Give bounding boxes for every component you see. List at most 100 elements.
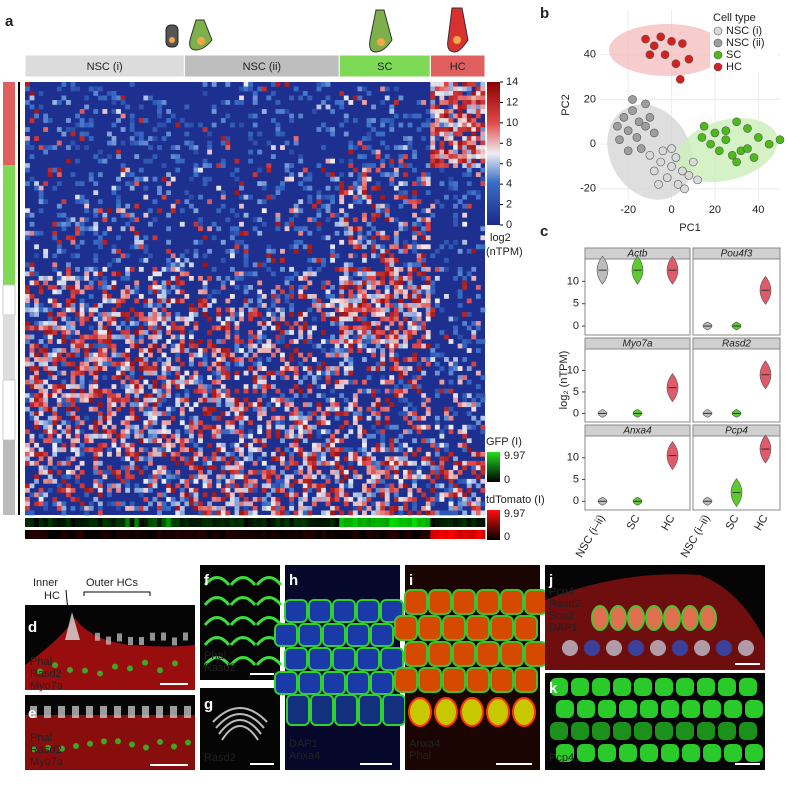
heatmap-cell bbox=[257, 411, 263, 417]
heatmap-cell bbox=[334, 451, 340, 457]
heatmap-cell bbox=[120, 140, 126, 146]
heatmap-cell bbox=[289, 487, 295, 493]
cell bbox=[591, 605, 609, 631]
gfp-track bbox=[348, 518, 354, 527]
heatmap-cell bbox=[220, 140, 226, 146]
heatmap-cell bbox=[448, 501, 454, 507]
heatmap-cell bbox=[330, 451, 336, 457]
heatmap-cell bbox=[93, 208, 99, 214]
heatmap-cell bbox=[252, 388, 258, 394]
cell bbox=[571, 722, 589, 740]
heatmap-cell bbox=[188, 334, 194, 340]
heatmap-cell bbox=[284, 447, 290, 453]
heatmap-cell bbox=[211, 325, 217, 331]
heatmap-cell bbox=[25, 460, 30, 466]
cell bbox=[346, 671, 370, 695]
heatmap-cell bbox=[75, 289, 80, 295]
heatmap-cell bbox=[289, 149, 295, 155]
point bbox=[693, 175, 702, 185]
cell bbox=[322, 623, 346, 647]
heatmap-cell bbox=[448, 158, 454, 164]
tdtomato-track bbox=[430, 530, 436, 539]
heatmap-cell bbox=[366, 465, 372, 471]
heatmap-cell bbox=[434, 474, 440, 480]
heatmap-cell bbox=[380, 131, 386, 137]
heatmap-cell bbox=[179, 478, 185, 484]
heatmap-cell bbox=[293, 348, 299, 353]
heatmap-cell bbox=[38, 433, 44, 439]
heatmap-cell bbox=[380, 172, 386, 178]
heatmap-cell bbox=[375, 469, 381, 475]
heatmap-cell bbox=[457, 158, 463, 164]
heatmap-cell bbox=[25, 361, 30, 367]
heatmap-cell bbox=[375, 420, 381, 426]
heatmap-cell bbox=[475, 460, 481, 466]
heatmap-cell bbox=[157, 316, 162, 322]
heatmap-cell bbox=[334, 316, 340, 322]
heatmap-cell bbox=[371, 284, 376, 290]
heatmap-cell bbox=[453, 104, 458, 110]
heatmap-cell bbox=[316, 393, 322, 399]
heatmap-cell bbox=[88, 388, 94, 394]
heatmap-cell bbox=[75, 420, 80, 426]
heatmap-cell bbox=[102, 415, 108, 421]
tdtomato-track bbox=[207, 530, 213, 539]
heatmap-cell bbox=[430, 280, 436, 286]
heatmap-cell bbox=[38, 451, 44, 457]
heatmap-cell bbox=[330, 321, 336, 326]
heatmap-cell bbox=[52, 303, 58, 308]
heatmap-cell bbox=[307, 465, 313, 471]
stain-label: Myo7a bbox=[30, 756, 64, 768]
heatmap-cell bbox=[47, 460, 53, 466]
cell bbox=[745, 744, 763, 762]
heatmap-cell bbox=[157, 411, 162, 417]
heatmap-cell bbox=[157, 402, 162, 408]
heatmap-cell bbox=[453, 127, 458, 132]
heatmap-cell bbox=[348, 370, 354, 376]
heatmap-cell bbox=[293, 406, 299, 412]
heatmap-cell bbox=[380, 447, 386, 453]
heatmap-cell bbox=[371, 185, 376, 191]
heatmap-cell bbox=[430, 109, 436, 114]
heatmap-cell bbox=[398, 280, 404, 286]
heatmap-cell bbox=[248, 402, 254, 408]
heatmap-cell bbox=[403, 456, 408, 462]
heatmap-cell bbox=[170, 442, 176, 448]
heatmap-cell bbox=[211, 424, 217, 430]
heatmap-cell bbox=[453, 397, 458, 403]
heatmap-cell bbox=[280, 420, 285, 426]
heatmap-cell bbox=[143, 379, 149, 385]
heatmap-cell bbox=[298, 451, 304, 457]
heatmap-cell bbox=[220, 158, 226, 164]
heatmap-cell bbox=[444, 487, 449, 493]
heatmap-cell bbox=[193, 221, 199, 227]
heatmap-cell bbox=[248, 330, 254, 335]
heatmap-cell bbox=[193, 321, 199, 326]
heatmap-cell bbox=[147, 487, 153, 493]
heatmap-cell bbox=[412, 149, 417, 155]
heatmap-cell bbox=[384, 86, 390, 92]
heatmap-cell bbox=[434, 131, 440, 137]
heatmap-cell bbox=[380, 501, 386, 507]
heatmap-cell bbox=[434, 442, 440, 448]
heatmap-cell bbox=[47, 167, 53, 173]
gfp-track bbox=[234, 518, 240, 527]
heatmap-cell bbox=[316, 361, 322, 367]
cell bbox=[308, 647, 332, 671]
heatmap-cell bbox=[79, 181, 85, 187]
heatmap-cell bbox=[289, 266, 295, 272]
heatmap-cell bbox=[134, 433, 140, 439]
heatmap-cell bbox=[403, 501, 408, 507]
tdtomato-track bbox=[403, 530, 408, 539]
heatmap-cell bbox=[29, 325, 35, 331]
heatmap-cell bbox=[157, 375, 162, 380]
heatmap-cell bbox=[462, 113, 468, 119]
stain-label: Pcp4 bbox=[549, 752, 574, 764]
heatmap-cell bbox=[261, 185, 267, 191]
heatmap-cell bbox=[166, 357, 172, 362]
heatmap-cell bbox=[79, 442, 85, 448]
heatmap-cell bbox=[143, 447, 149, 453]
heatmap-cell bbox=[97, 411, 103, 417]
heatmap-cell bbox=[138, 239, 144, 245]
heatmap-cell bbox=[161, 100, 167, 105]
